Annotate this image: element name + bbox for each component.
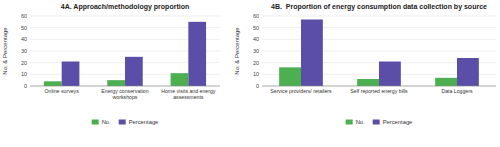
bar bbox=[435, 78, 457, 86]
grid-line bbox=[30, 16, 220, 17]
y-tick-label: 10 bbox=[253, 71, 259, 77]
legend-label: No. bbox=[356, 119, 365, 125]
bar bbox=[62, 62, 80, 87]
y-tick-label: 30 bbox=[21, 48, 27, 54]
bar bbox=[301, 20, 323, 87]
legend-swatch bbox=[92, 120, 99, 125]
y-tick-label: 40 bbox=[253, 36, 259, 42]
bar bbox=[107, 80, 125, 86]
title: 4B. Proportion of energy consumption dat… bbox=[271, 3, 487, 11]
y-tick-label: 20 bbox=[21, 60, 27, 66]
x-tick-label: Self reported energy bills bbox=[350, 88, 408, 94]
grid-line bbox=[262, 16, 496, 17]
x-tick-label-line: workshops bbox=[113, 94, 138, 100]
bar bbox=[44, 81, 62, 86]
legend-label: Percentage bbox=[129, 119, 159, 125]
y-tick-label: 20 bbox=[253, 60, 259, 66]
x-tick-label-line: Data Loggers bbox=[441, 88, 473, 94]
x-tick-label: Data Loggers bbox=[441, 88, 473, 94]
legend: No. Percentage bbox=[346, 119, 413, 125]
bar bbox=[171, 73, 189, 86]
x-axis-line bbox=[30, 86, 220, 87]
x-tick-label-line: assessments bbox=[173, 94, 204, 100]
bars bbox=[279, 20, 479, 87]
bar bbox=[279, 67, 301, 86]
y-tick-label: 0 bbox=[24, 83, 27, 89]
panel: 4B. Proportion of energy consumption dat… bbox=[234, 3, 496, 125]
bars bbox=[44, 22, 206, 86]
legend-label: Percentage bbox=[383, 119, 413, 125]
title: 4A. Approach/methodology proportion bbox=[61, 3, 189, 11]
bar bbox=[125, 57, 143, 86]
bar bbox=[188, 22, 206, 86]
x-tick-label: Home visits and energyassessments bbox=[161, 88, 216, 100]
grid-line bbox=[262, 39, 496, 40]
y-tick-label: 10 bbox=[21, 71, 27, 77]
y-axis-label: No. & Percentage bbox=[234, 27, 240, 75]
y-tick-label: 50 bbox=[21, 25, 27, 31]
y-tick-label: 0 bbox=[256, 83, 259, 89]
legend-label: No. bbox=[102, 119, 111, 125]
x-tick-label-line: Service providers/ retailers bbox=[270, 88, 332, 94]
legend: No. Percentage bbox=[92, 119, 159, 125]
panel: 4A. Approach/methodology proportion No. &… bbox=[2, 3, 220, 125]
x-axis-line bbox=[262, 86, 496, 87]
y-tick-label: 40 bbox=[21, 36, 27, 42]
legend-swatch bbox=[346, 120, 353, 125]
bar bbox=[357, 79, 379, 86]
y-tick-label: 60 bbox=[253, 13, 259, 19]
legend-swatch bbox=[119, 120, 126, 125]
y-tick-label: 60 bbox=[21, 13, 27, 19]
y-axis-label: No. & Percentage bbox=[2, 27, 8, 75]
x-tick-label: Service providers/ retailers bbox=[270, 88, 332, 94]
chart-canvas: 4A. Approach/methodology proportion No. &… bbox=[0, 0, 500, 147]
y-tick-label: 50 bbox=[253, 25, 259, 31]
bar bbox=[457, 58, 479, 86]
bar bbox=[379, 62, 401, 87]
y-tick-label: 30 bbox=[253, 48, 259, 54]
x-tick-label: Online surveys bbox=[45, 88, 80, 94]
x-tick-label-line: Online surveys bbox=[45, 88, 80, 94]
x-tick-label-line: Self reported energy bills bbox=[350, 88, 408, 94]
x-tick-label: Energy conservationworkshops bbox=[101, 88, 148, 100]
grid-line bbox=[262, 27, 496, 28]
legend-swatch bbox=[373, 120, 380, 125]
grid-line bbox=[262, 51, 496, 52]
